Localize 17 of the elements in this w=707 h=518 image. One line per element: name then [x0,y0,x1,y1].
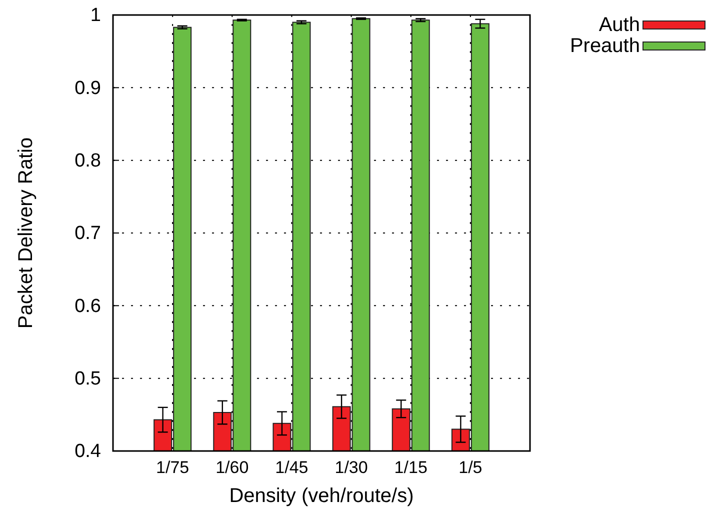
x-tick-label: 1/45 [275,458,308,478]
y-tick-label: 0.4 [74,441,102,462]
x-tick-label: 1/15 [394,458,428,478]
x-tick-label: 1/75 [156,458,190,478]
x-tick-label: 1/5 [458,458,482,478]
y-tick-label: 0.9 [74,78,101,99]
y-tick-label: 0.7 [74,223,101,244]
legend-label: Preauth [570,35,640,57]
x-tick-label: 1/30 [334,458,368,478]
y-tick-label: 0.5 [74,368,101,390]
x-tick-label: 1/60 [216,458,249,478]
legend-label: Auth [598,14,640,36]
x-axis-title: Density (veh/route/s) [229,485,414,507]
y-tick-label: 0.8 [74,150,101,172]
y-axis-title: Packet Delivery Ratio [15,137,37,329]
y-tick-label: 1 [90,5,101,26]
y-tick-label: 0.6 [74,296,101,317]
